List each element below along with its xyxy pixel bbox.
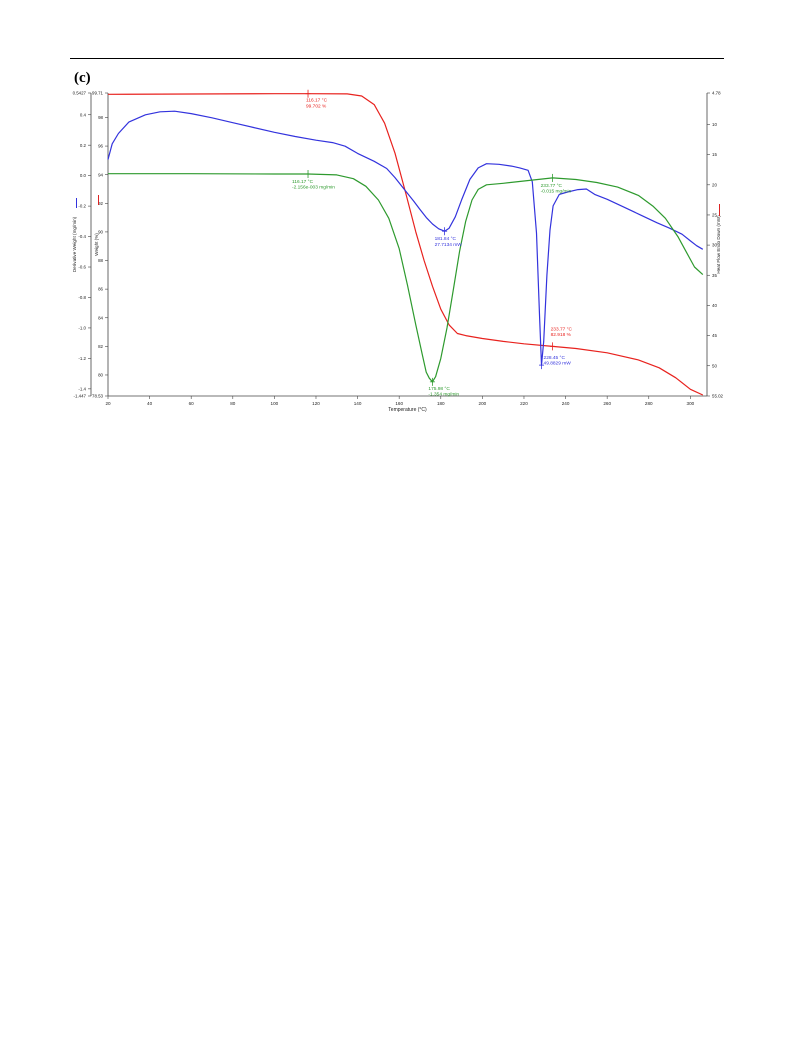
- weight-tick-label: 86: [98, 287, 103, 292]
- heat-tick-label: 45: [712, 333, 717, 338]
- x-tick-label: 20: [105, 401, 111, 406]
- weight-tick-label: 98: [98, 115, 103, 120]
- x-tick-label: 240: [562, 401, 570, 406]
- x-tick-label: 200: [479, 401, 487, 406]
- deriv-tick-label: 0.5427: [73, 91, 87, 96]
- heat-tick-label: 40: [712, 303, 717, 308]
- x-tick-label: 260: [603, 401, 611, 406]
- series-line-heat: [107, 110, 704, 366]
- weight-axis-title: Weight (%): [94, 233, 99, 256]
- x-tick-label: 160: [395, 401, 403, 406]
- weight-tick-label: 80: [98, 373, 103, 378]
- annotation-label: 233.77 °C: [541, 183, 563, 189]
- annotation-label: 228.45 °C: [544, 355, 566, 361]
- series-line-weight: [107, 93, 704, 396]
- series-group: [107, 93, 704, 396]
- series-line-deriv: [108, 173, 704, 383]
- annotation-label: 116.17 °C: [292, 179, 314, 185]
- weight-tick-label: 84: [98, 315, 103, 320]
- weight-tick-label: 78.53: [92, 394, 104, 399]
- deriv-tick-label: 0.0: [80, 173, 87, 178]
- deriv-tick-label: 0.2: [80, 143, 87, 148]
- plot-frame: [90, 93, 708, 397]
- heat-tick-label: 35: [712, 273, 717, 278]
- x-tick-label: 100: [271, 401, 279, 406]
- annotation-label: -2.156e-003 mg/min: [292, 185, 335, 191]
- annotation-label: 82.918 %: [551, 332, 572, 338]
- weight-tick-label: 99.71: [92, 91, 104, 96]
- x-tick-label: 120: [312, 401, 320, 406]
- x-tick-label: 180: [437, 401, 445, 406]
- deriv-tick-label: -0.2: [78, 204, 86, 209]
- deriv-tick-label: -0.8: [78, 295, 86, 300]
- annotation-label: 175.98 °C: [428, 386, 450, 392]
- weight-tick-label: 96: [98, 144, 103, 149]
- heat-tick-label: 10: [712, 122, 717, 127]
- deriv-axis-title: Derivative Weight (mg/min): [72, 216, 77, 272]
- weight-tick-label: 90: [98, 230, 103, 235]
- annotation-label: 27.7134 mW: [435, 242, 463, 248]
- heat-tick-label: 55.02: [712, 394, 724, 399]
- heat-tick-label: 4.78: [712, 91, 721, 96]
- deriv-tick-label: -1.2: [78, 356, 86, 361]
- panel-label: (c): [74, 70, 91, 86]
- heat-tick-label: 25: [712, 213, 717, 218]
- weight-tick-label: 82: [98, 344, 103, 349]
- x-tick-label: 140: [354, 401, 362, 406]
- weight-tick-label: 92: [98, 201, 103, 206]
- heat-tick-label: 50: [712, 363, 717, 368]
- heat-tick-label: 15: [712, 152, 717, 157]
- annotation-label: 116.17 °C: [306, 98, 328, 104]
- deriv-tick-label: 0.4: [80, 112, 87, 117]
- heat-tick-label: 30: [712, 243, 717, 248]
- page-top-rule: [70, 58, 724, 59]
- annotation-label: -1.354 mg/min: [428, 391, 459, 397]
- x-tick-label: 60: [189, 401, 195, 406]
- x-axis-title: Temperature (°C): [388, 407, 427, 413]
- annotation-label: -0.015 mg/min: [541, 189, 572, 195]
- x-tick-label: 220: [520, 401, 528, 406]
- x-tick-label: 40: [147, 401, 153, 406]
- x-tick-label: 300: [687, 401, 695, 406]
- annotation-label: 49.8829 mW: [544, 361, 572, 367]
- deriv-tick-label: -1.4: [78, 386, 86, 391]
- annotation-label: 181.84 °C: [435, 236, 457, 242]
- annotation-label: 233.77 °C: [551, 326, 573, 332]
- heat-axis-title: Heat Flow Endo Down (mW): [716, 215, 721, 274]
- annotation-label: 99.702 %: [306, 103, 327, 109]
- deriv-tick-label: -1.447: [74, 394, 87, 399]
- tga-dsc-chart: 20 40 60 80 100 120 140 160 180 200 220 240 260 280 30…: [72, 89, 724, 413]
- deriv-tick-label: -0.6: [78, 265, 86, 270]
- annotations: 116.17 °C99.702 %116.17 °C-2.156e-003 mg…: [292, 89, 573, 397]
- deriv-tick-label: -0.4: [78, 234, 86, 239]
- deriv-tick-label: -1.0: [78, 326, 86, 331]
- weight-tick-label: 88: [98, 258, 103, 263]
- heat-tick-label: 20: [712, 182, 717, 187]
- weight-tick-label: 94: [98, 172, 103, 177]
- x-tick-label: 80: [230, 401, 236, 406]
- x-tick-label: 280: [645, 401, 653, 406]
- axes: 20 40 60 80 100 120 140 160 180 200 220 240 260 280 30…: [72, 91, 724, 413]
